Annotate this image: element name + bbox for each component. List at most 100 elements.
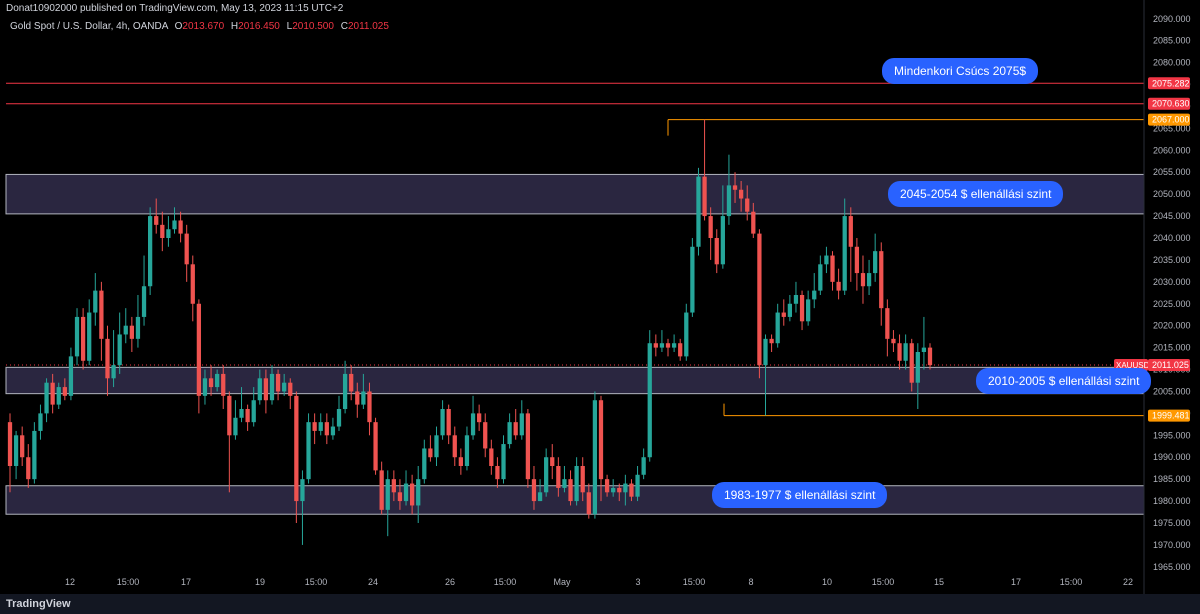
candle-body xyxy=(696,176,701,247)
candle-body xyxy=(44,382,49,414)
time-tick-label: 15:00 xyxy=(305,577,328,587)
candle xyxy=(806,290,811,326)
candle-body xyxy=(160,224,165,238)
candle xyxy=(909,338,914,392)
candle xyxy=(251,387,256,427)
candle xyxy=(793,281,799,313)
price-line-badge-2 xyxy=(1148,113,1190,126)
candle-body xyxy=(367,391,372,423)
candle-body xyxy=(355,391,360,405)
candle-body xyxy=(166,229,171,238)
candlestick-series xyxy=(7,119,933,545)
candle xyxy=(111,330,116,388)
candle-body xyxy=(580,466,585,493)
candle-body xyxy=(562,479,567,488)
candle-body xyxy=(531,479,537,502)
candle xyxy=(342,360,348,414)
price-axis: 2090.0002085.0002080.0002075.0002070.000… xyxy=(1114,0,1200,594)
candle xyxy=(732,172,738,203)
candle-body xyxy=(629,483,634,497)
time-tick-label: 15 xyxy=(934,577,944,587)
candle-body xyxy=(915,352,920,383)
candle-body xyxy=(87,312,92,361)
candle xyxy=(99,281,104,361)
candle-body xyxy=(641,457,646,475)
candle xyxy=(306,413,311,484)
candle-body xyxy=(470,413,476,436)
ohlc-high-label: H xyxy=(230,21,239,32)
annotation-zone-2045-2054[interactable]: 2045-2054 $ ellenállási szint xyxy=(888,181,1064,207)
annotation-all-time-high[interactable]: Mindenkori Csúcs 2075$ xyxy=(882,58,1039,84)
candle-body xyxy=(550,457,555,466)
candle xyxy=(13,430,19,480)
candle-body xyxy=(26,457,31,480)
footer-bar: TradingView xyxy=(0,594,1200,614)
annotation-zone-2010-2005[interactable]: 2010-2005 $ ellenállási szint xyxy=(976,368,1152,394)
candle xyxy=(215,369,220,392)
candle xyxy=(403,470,409,506)
candle-body xyxy=(74,316,80,357)
candle-body xyxy=(586,492,591,515)
candle xyxy=(611,479,616,497)
price-chart[interactable]: 2090.0002085.0002080.0002075.0002070.000… xyxy=(0,0,1200,594)
candle-body xyxy=(154,216,159,225)
candle-body xyxy=(202,378,208,396)
candle xyxy=(635,466,640,502)
candle xyxy=(123,308,128,344)
candle xyxy=(537,479,543,502)
candle-body xyxy=(769,338,774,344)
candle-body xyxy=(257,378,262,401)
candle-body xyxy=(105,338,110,379)
candle xyxy=(208,365,214,396)
candle xyxy=(135,295,141,348)
candle xyxy=(495,457,500,488)
candle-body xyxy=(312,422,317,431)
price-line-badge-0 xyxy=(1148,77,1190,90)
candle xyxy=(458,448,463,475)
candle xyxy=(373,417,378,475)
candle xyxy=(428,435,433,462)
candle-body xyxy=(446,409,451,436)
candle xyxy=(470,395,476,440)
candle-body xyxy=(38,413,43,431)
candle-body xyxy=(294,395,299,502)
candle-body xyxy=(568,479,573,502)
candle-body xyxy=(678,343,683,357)
candle-body xyxy=(708,216,713,238)
candle-body xyxy=(738,189,744,199)
time-axis: 12 15:00 17 19 15:00 24 26 15:00 May 3 15:00 8 10 15:… xyxy=(65,577,1133,587)
candle xyxy=(62,378,67,401)
candle xyxy=(671,334,677,352)
candle-body xyxy=(464,435,470,466)
candle xyxy=(178,211,183,243)
candle-body xyxy=(690,246,695,313)
candle xyxy=(416,466,421,523)
time-tick-label: 10 xyxy=(822,577,832,587)
candle xyxy=(513,409,518,440)
candle-body xyxy=(275,373,281,392)
time-tick-label: 15:00 xyxy=(1060,577,1083,587)
candle xyxy=(74,308,80,366)
time-tick-label: 15:00 xyxy=(117,577,140,587)
time-tick-label: May xyxy=(553,577,571,587)
last-price-badge xyxy=(1148,359,1190,372)
price-lines xyxy=(6,82,1144,417)
candle xyxy=(477,404,482,431)
candle-body xyxy=(836,281,841,291)
candle-body xyxy=(653,343,658,348)
candle-body xyxy=(349,373,354,392)
candle xyxy=(367,382,372,436)
candle xyxy=(544,448,549,497)
candle-body xyxy=(403,483,409,502)
candle-body xyxy=(416,479,421,506)
candle xyxy=(239,387,244,423)
candle xyxy=(781,299,786,326)
candle-body xyxy=(20,435,25,458)
candle-body xyxy=(93,290,98,313)
candle-body xyxy=(611,487,616,493)
candle-body xyxy=(830,255,835,282)
candle xyxy=(87,299,92,366)
annotation-zone-1983-1977[interactable]: 1983-1977 $ ellenállási szint xyxy=(712,482,888,508)
candle xyxy=(93,273,98,326)
price-tick-label: 2035.000 xyxy=(1153,255,1191,265)
